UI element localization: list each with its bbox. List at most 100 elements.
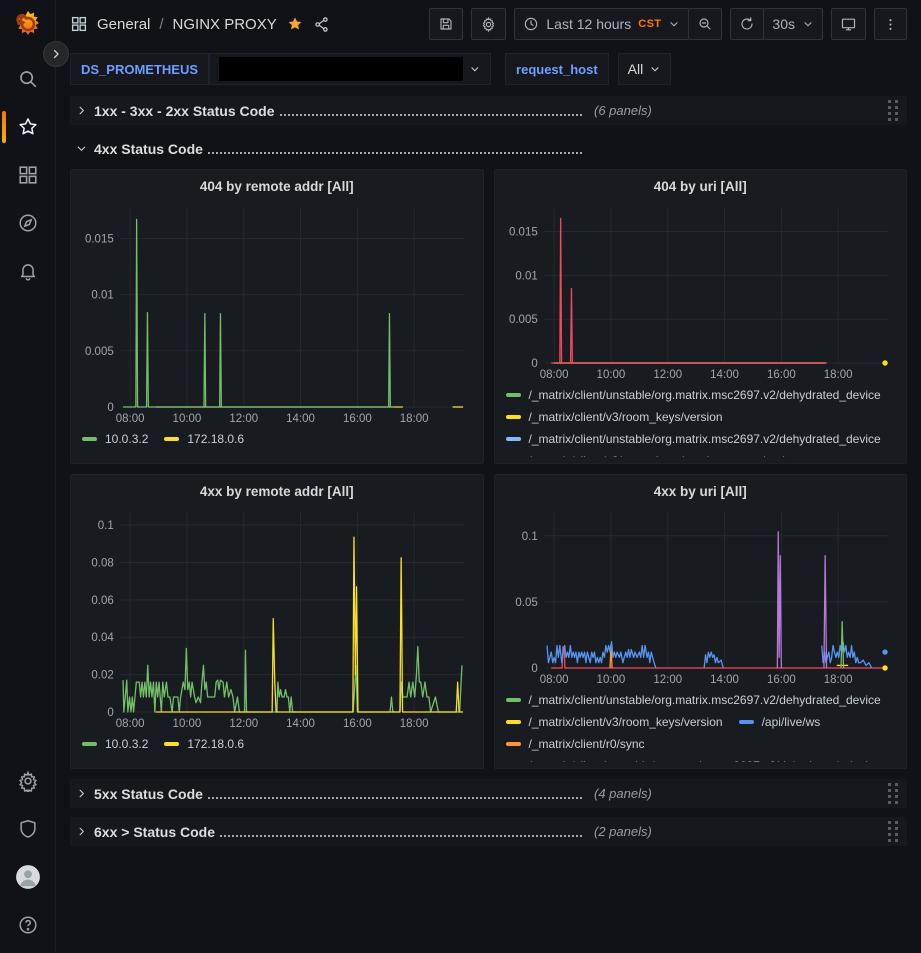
chevron-down-icon [469, 63, 481, 75]
alerting-bell-icon [17, 260, 39, 282]
panel-title[interactable]: 4xx by remote addr [All] [80, 481, 474, 503]
svg-text:16:00: 16:00 [343, 718, 372, 730]
panel-4xx-by-uri: 4xx by uri [All] 00.050.108:0010:0012:00… [494, 474, 908, 769]
grafana-logo-icon[interactable] [13, 9, 43, 39]
legend-item[interactable]: /_matrix/client/unstable/org.matrix.msc2… [506, 432, 881, 446]
star-icon [17, 116, 39, 138]
svg-text:08:00: 08:00 [539, 369, 568, 381]
gear-icon [480, 16, 497, 33]
panel-title[interactable]: 404 by remote addr [All] [80, 176, 474, 198]
explore-compass-icon [17, 212, 39, 234]
user-avatar-icon [15, 864, 41, 890]
variable-value-request-host[interactable]: All [618, 53, 672, 85]
svg-text:0.04: 0.04 [91, 632, 114, 644]
legend-item[interactable]: /api/live/ws [739, 715, 821, 729]
legend-item[interactable]: 172.18.0.6 [164, 737, 244, 751]
panel-title[interactable]: 4xx by uri [All] [504, 481, 898, 503]
sidebar-item-configuration[interactable] [0, 757, 56, 805]
legend-item[interactable]: 172.18.0.6 [164, 432, 244, 446]
time-range-picker[interactable]: Last 12 hours CST [514, 8, 689, 40]
legend-item[interactable]: /_matrix/client/v3/room_keys/version [506, 454, 723, 457]
share-icon[interactable] [313, 16, 330, 33]
variable-value-ds-prometheus[interactable] [209, 53, 491, 85]
page-title[interactable]: NGINX PROXY [173, 16, 277, 33]
zoom-out-time-button[interactable] [688, 8, 722, 40]
legend-swatch [506, 698, 521, 702]
row-header-5xx[interactable]: 5xx Status Code (4 panels) [70, 779, 907, 808]
legend-item[interactable]: /_matrix/client/v3/room_keys/version [506, 410, 723, 424]
svg-text:0.08: 0.08 [91, 558, 113, 570]
server-admin-shield-icon [17, 818, 39, 840]
legend-item[interactable]: /_matrix/client/v3/room_keys/version [506, 715, 723, 729]
dashboard-settings-button[interactable] [471, 8, 506, 40]
row-drag-handle[interactable] [886, 781, 901, 806]
legend-item[interactable]: /_matrix/client/unstable/org.matrix.msc2… [506, 693, 881, 707]
timeseries-chart[interactable]: 00.0050.010.01508:0010:0012:0014:0016:00… [504, 198, 898, 384]
timeseries-chart[interactable]: 00.0050.010.01508:0010:0012:0014:0016:00… [80, 198, 474, 428]
row-panel-count: (6 panels) [594, 103, 652, 118]
refresh-icon [739, 16, 755, 32]
sidebar-item-dashboards[interactable] [0, 151, 56, 199]
row-drag-handle[interactable] [886, 819, 901, 844]
dashboards-grid-icon [17, 164, 39, 186]
svg-text:0: 0 [531, 358, 537, 370]
sidebar-item-help[interactable] [0, 901, 56, 949]
sidebar-expand-button[interactable] [43, 41, 69, 67]
timeseries-chart[interactable]: 00.050.108:0010:0012:0014:0016:0018:00 [504, 503, 898, 689]
legend-item[interactable]: /_matrix/client/unstable/org.matrix.msc2… [506, 759, 881, 762]
sidebar-item-explore[interactable] [0, 199, 56, 247]
refresh-interval-dropdown[interactable]: 30s [763, 8, 823, 40]
legend-label: /_matrix/client/v3/room_keys/version [529, 715, 723, 729]
help-icon [17, 914, 39, 936]
refresh-button[interactable] [730, 8, 764, 40]
legend-swatch [506, 393, 521, 397]
panel-legend: /_matrix/client/unstable/org.matrix.msc2… [504, 384, 898, 457]
row-dotted-leader [208, 789, 582, 799]
legend-label: /_matrix/client/v3/room_keys/version [529, 454, 723, 457]
row-panel-count: (2 panels) [594, 824, 652, 839]
timezone-label: CST [638, 18, 661, 30]
timeseries-chart[interactable]: 00.020.040.060.080.108:0010:0012:0014:00… [80, 503, 474, 733]
legend-swatch [506, 720, 521, 724]
legend-item[interactable]: 10.0.3.2 [82, 737, 148, 751]
legend-item[interactable]: 10.0.3.2 [82, 432, 148, 446]
row-header-6xx[interactable]: 6xx > Status Code (2 panels) [70, 817, 907, 846]
sidebar-item-starred[interactable] [0, 103, 56, 151]
legend-swatch [82, 437, 97, 441]
tv-mode-button[interactable] [831, 8, 866, 40]
svg-text:14:00: 14:00 [710, 369, 739, 381]
breadcrumb: General / NGINX PROXY [70, 15, 330, 33]
save-icon [438, 16, 454, 32]
sidebar-item-alerting[interactable] [0, 247, 56, 295]
dashboard-header: General / NGINX PROXY [56, 0, 921, 48]
favorite-star-icon[interactable] [286, 15, 304, 33]
save-dashboard-button[interactable] [429, 8, 463, 40]
sidebar-item-server-admin[interactable] [0, 805, 56, 853]
svg-text:14:00: 14:00 [710, 674, 739, 686]
legend-item[interactable]: /_matrix/client/r0/sync [506, 737, 645, 751]
legend-label: /_matrix/client/r0/sync [529, 737, 645, 751]
legend-item[interactable]: /_matrix/client/unstable/org.matrix.msc2… [506, 388, 881, 402]
chevron-right-icon [76, 826, 87, 837]
refresh-interval-label: 30s [772, 16, 795, 32]
breadcrumb-section[interactable]: General [97, 16, 150, 33]
variables-submenu: DS_PROMETHEUS request_host All [56, 48, 921, 90]
legend-label: 10.0.3.2 [105, 432, 148, 446]
panel-title[interactable]: 404 by uri [All] [504, 176, 898, 198]
kebab-menu-button[interactable] [874, 8, 907, 40]
row-header-1xx-3xx-2xx[interactable]: 1xx - 3xx - 2xx Status Code (6 panels) [70, 96, 907, 125]
row-header-4xx[interactable]: 4xx Status Code [70, 134, 907, 163]
panel-404-by-uri: 404 by uri [All] 00.0050.010.01508:0010:… [494, 169, 908, 464]
legend-item[interactable]: /sw.js [739, 454, 791, 457]
sidebar-item-profile[interactable] [0, 853, 56, 901]
row-drag-handle[interactable] [886, 98, 901, 123]
monitor-icon [840, 16, 857, 33]
panel-404-by-remote-addr: 404 by remote addr [All] 00.0050.010.015… [70, 169, 484, 464]
dashboard-content: 1xx - 3xx - 2xx Status Code (6 panels) 4… [56, 90, 921, 953]
breadcrumb-separator: / [159, 16, 163, 33]
svg-text:0.005: 0.005 [85, 346, 114, 358]
legend-label: /_matrix/client/unstable/org.matrix.msc2… [529, 693, 881, 707]
svg-text:0.02: 0.02 [91, 670, 113, 682]
chevron-down-icon [802, 18, 814, 30]
svg-text:18:00: 18:00 [400, 413, 429, 425]
